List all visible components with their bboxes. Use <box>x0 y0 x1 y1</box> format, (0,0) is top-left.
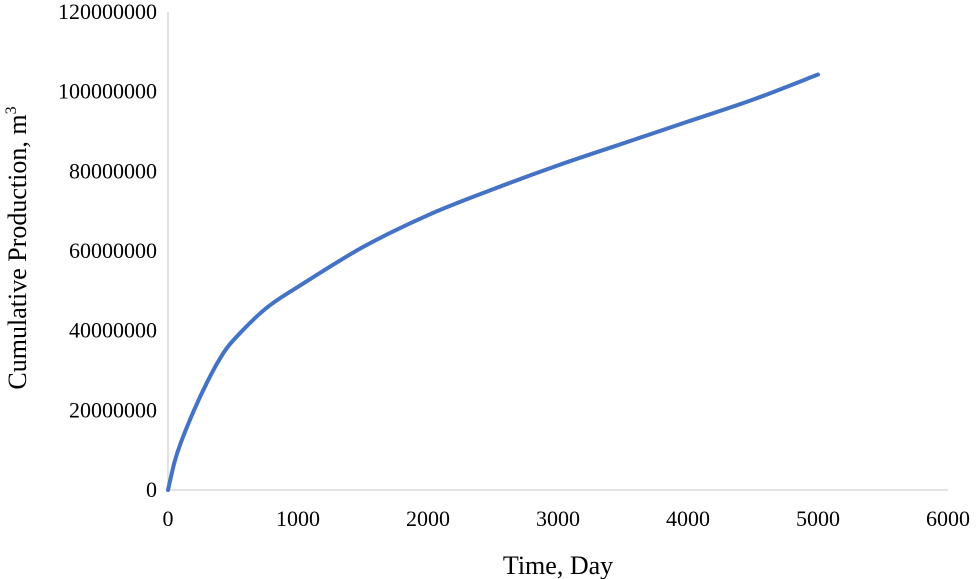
y-tick-label: 80000000 <box>69 158 157 183</box>
y-tick-label: 0 <box>146 477 157 502</box>
series-line-0 <box>166 72 820 492</box>
x-tick-label: 5000 <box>796 506 840 531</box>
x-axis-title: Time, Day <box>503 551 613 579</box>
x-tick-label: 1000 <box>276 506 320 531</box>
y-tick-label: 20000000 <box>69 397 157 422</box>
y-tick-label: 60000000 <box>69 238 157 263</box>
y-axis-title-text: Cumulative Production, m <box>3 114 32 389</box>
y-tick-label: 100000000 <box>58 79 157 104</box>
x-tick-label: 0 <box>163 506 174 531</box>
x-tick-label: 6000 <box>926 506 970 531</box>
x-tick-label: 2000 <box>406 506 450 531</box>
x-tick-label: 4000 <box>666 506 710 531</box>
y-axis-title-superscript: 3 <box>3 106 20 114</box>
series-group <box>166 72 820 492</box>
y-tick-label: 40000000 <box>69 318 157 343</box>
x-tick-labels: 0 1000 2000 3000 4000 5000 6000 <box>163 506 971 531</box>
y-axis-title: Cumulative Production, m3 <box>3 106 32 389</box>
x-tick-label: 3000 <box>536 506 580 531</box>
y-tick-labels: 0 20000000 40000000 60000000 80000000 1000000… <box>58 0 157 502</box>
axes <box>167 12 948 491</box>
y-tick-label: 120000000 <box>58 0 157 24</box>
